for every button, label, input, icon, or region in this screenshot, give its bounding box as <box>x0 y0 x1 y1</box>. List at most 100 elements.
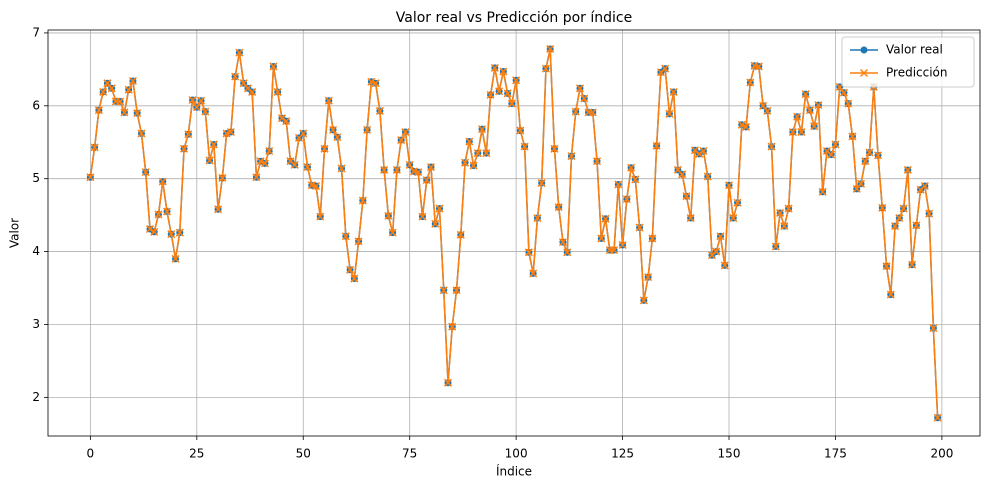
marker-shape <box>197 96 206 105</box>
marker-shape <box>260 159 269 168</box>
marker-shape <box>669 87 678 96</box>
marker <box>678 170 687 179</box>
marker <box>814 101 823 110</box>
marker-shape <box>716 232 725 241</box>
marker <box>899 204 908 213</box>
marker-shape <box>920 181 929 191</box>
marker <box>903 165 912 174</box>
marker <box>388 228 397 237</box>
marker-shape <box>520 142 529 151</box>
marker <box>618 240 627 250</box>
marker <box>209 140 218 149</box>
marker <box>145 224 155 234</box>
marker-shape <box>742 122 751 131</box>
marker <box>933 413 942 422</box>
x-tick-label: 200 <box>930 447 953 461</box>
marker <box>218 173 227 182</box>
marker-shape <box>784 204 793 213</box>
y-tick-label: 7 <box>32 25 40 39</box>
marker <box>162 207 172 216</box>
marker-shape <box>231 72 240 81</box>
marker <box>729 214 738 223</box>
marker-shape <box>384 211 393 220</box>
marker-shape <box>746 78 755 87</box>
marker <box>733 198 742 207</box>
marker <box>912 221 921 230</box>
marker-shape <box>554 203 563 212</box>
marker <box>622 195 631 204</box>
marker <box>128 76 137 86</box>
marker-shape <box>882 262 891 271</box>
marker <box>797 128 806 137</box>
marker-shape <box>831 140 840 149</box>
marker-shape <box>873 151 883 160</box>
marker-shape <box>686 214 695 223</box>
marker-shape <box>878 203 887 212</box>
marker <box>805 106 814 115</box>
marker <box>465 137 474 146</box>
marker-shape <box>141 168 150 177</box>
marker-shape <box>848 132 857 141</box>
marker-shape <box>473 149 482 158</box>
marker-shape <box>512 76 521 85</box>
marker <box>720 261 729 270</box>
marker <box>99 87 108 96</box>
marker-shape <box>861 157 870 166</box>
marker-shape <box>324 96 333 105</box>
marker <box>784 204 793 213</box>
marker-shape <box>925 209 934 218</box>
marker-shape <box>456 230 465 239</box>
marker-shape <box>801 90 810 99</box>
x-tick-label: 150 <box>718 447 741 461</box>
marker-shape <box>311 181 321 191</box>
marker-shape <box>99 87 108 96</box>
marker <box>197 96 206 105</box>
marker-shape <box>541 64 550 73</box>
marker-shape <box>405 160 414 169</box>
marker <box>235 48 244 57</box>
marker-shape <box>167 230 176 239</box>
marker-shape <box>171 254 180 263</box>
marker <box>456 230 465 239</box>
marker-shape <box>299 129 308 138</box>
marker <box>771 242 780 251</box>
marker <box>329 125 338 134</box>
marker <box>597 234 606 243</box>
marker-shape <box>912 221 921 230</box>
marker <box>614 180 623 189</box>
marker <box>265 146 274 156</box>
marker <box>192 103 201 112</box>
marker-shape <box>188 95 197 105</box>
marker-shape <box>571 107 580 116</box>
marker-shape <box>277 114 286 123</box>
marker <box>439 286 448 295</box>
marker-shape <box>333 133 342 142</box>
marker <box>873 151 883 160</box>
marker-shape <box>682 192 691 201</box>
marker <box>354 237 363 246</box>
marker <box>316 212 325 221</box>
marker-shape <box>205 156 214 165</box>
x-tick-label: 125 <box>611 447 634 461</box>
marker-shape <box>763 106 772 115</box>
marker <box>929 324 938 333</box>
marker <box>392 165 401 174</box>
marker <box>793 112 802 121</box>
marker-shape <box>499 67 508 76</box>
marker <box>422 176 431 185</box>
marker <box>482 149 491 158</box>
marker <box>448 322 457 331</box>
marker-shape <box>614 180 623 189</box>
marker <box>827 150 836 159</box>
marker <box>550 144 559 153</box>
marker <box>859 68 869 78</box>
marker <box>503 89 512 98</box>
marker-shape <box>90 143 99 152</box>
marker <box>831 140 840 149</box>
marker-shape <box>397 136 406 145</box>
marker-shape <box>810 122 819 131</box>
legend-label: Valor real <box>886 43 943 57</box>
marker-shape <box>184 130 193 139</box>
